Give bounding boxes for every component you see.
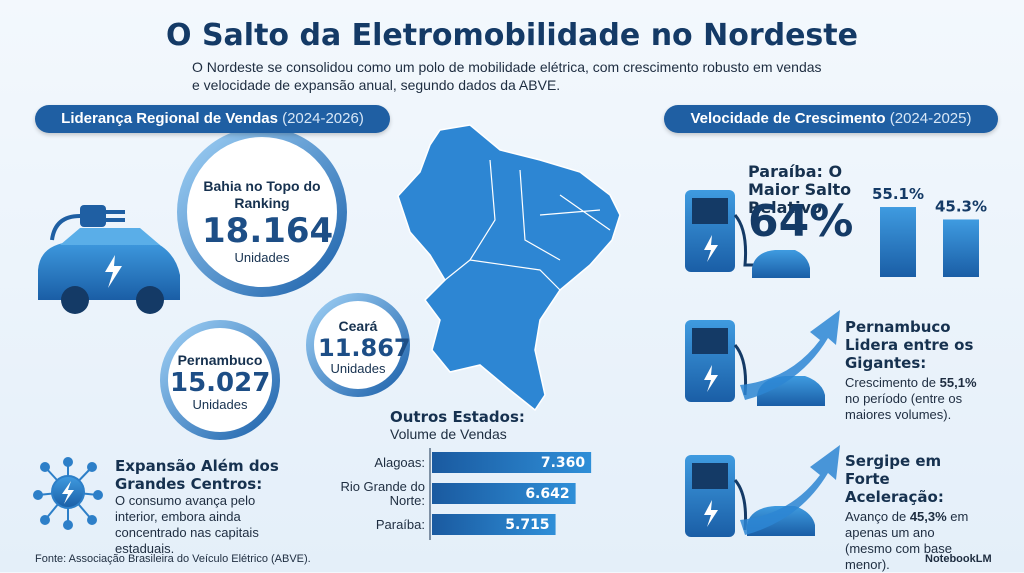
map-borders bbox=[444, 159, 611, 291]
text-part: em apenas um ano (mesmo com base menor). bbox=[845, 509, 969, 572]
state-card: Ceará 11.867 Unidades bbox=[318, 318, 411, 376]
growth-title: Pernambuco Lidera entre os Gigantes: bbox=[845, 318, 974, 372]
growth-title: Paraíba: O Maior Salto Relativo bbox=[748, 162, 852, 217]
text-part: Avanço de bbox=[845, 509, 910, 524]
text-part: Crescimento de bbox=[845, 375, 940, 390]
bar bbox=[880, 207, 916, 277]
subtitle: O Nordeste se consolidou como um polo de… bbox=[192, 59, 822, 93]
network-icon bbox=[33, 457, 103, 530]
section-title: Velocidade de Crescimento bbox=[690, 110, 886, 127]
state-unit: Unidades bbox=[192, 397, 248, 412]
state-value: 18.164 bbox=[202, 211, 334, 251]
brand: NotebookLM bbox=[925, 553, 992, 565]
state-unit: Unidades bbox=[234, 250, 290, 265]
bar-value: 45.3% bbox=[935, 197, 987, 215]
growth-card: Pernambuco Lidera entre os Gigantes: Cre… bbox=[845, 318, 985, 423]
section-pill: Liderança Regional de Vendas (2024-2026) bbox=[35, 105, 390, 133]
map-nordeste bbox=[397, 124, 621, 412]
bar-value: 55.1% bbox=[872, 185, 924, 203]
bar bbox=[943, 219, 979, 277]
ring bbox=[306, 293, 410, 397]
bar-category: Alagoas: bbox=[374, 454, 425, 470]
bar-value: 6.642 bbox=[525, 486, 569, 502]
section-period: (2024-2026) bbox=[282, 110, 364, 127]
bar-category: Rio Grande do Norte: bbox=[340, 478, 425, 508]
growth-arrows bbox=[740, 310, 840, 535]
state-heading: Ceará bbox=[338, 318, 378, 334]
growth-card: Sergipe em Forte Aceleração: Avanço de 4… bbox=[845, 452, 985, 573]
bar bbox=[432, 452, 592, 473]
bar bbox=[432, 483, 576, 504]
source: Fonte: Associação Brasileira do Veículo … bbox=[35, 553, 311, 565]
state-card: Bahia no Topo do Ranking 18.164 Unidades bbox=[202, 178, 334, 265]
bar-value: 7.360 bbox=[541, 455, 586, 471]
growth-title: Sergipe em Forte Aceleração: bbox=[845, 452, 944, 506]
bars-title: Outros Estados: bbox=[390, 408, 525, 426]
state-heading: Bahia no Topo do Ranking bbox=[203, 178, 321, 211]
text-part: 55,1% bbox=[939, 375, 977, 390]
ring bbox=[160, 320, 280, 440]
state-card: Pernambuco 15.027 Unidades bbox=[170, 352, 270, 412]
expansion-text: O consumo avança pelo interior, embora a… bbox=[115, 493, 259, 556]
car-icon bbox=[38, 205, 180, 314]
growth-text: Crescimento de 55,1% no período (entre o… bbox=[845, 375, 985, 423]
section-pill: Velocidade de Crescimento (2024-2025) bbox=[664, 105, 998, 133]
bar bbox=[432, 514, 556, 535]
bar-value: 5.715 bbox=[505, 517, 549, 533]
text-part: no período (entre os maiores volumes). bbox=[845, 391, 963, 422]
state-unit: Unidades bbox=[330, 361, 386, 376]
text-part: 45,3% bbox=[909, 509, 947, 524]
state-heading: Pernambuco bbox=[177, 352, 263, 368]
section-period: (2024-2025) bbox=[889, 110, 972, 127]
state-value: 11.867 bbox=[318, 334, 411, 362]
growth-value: 64% bbox=[748, 196, 854, 247]
expansion-title: Expansão Além dos Grandes Centros: bbox=[115, 457, 279, 493]
state-value: 15.027 bbox=[170, 368, 271, 398]
expansion: Expansão Além dos Grandes Centros: O con… bbox=[115, 457, 285, 557]
pump-icons bbox=[685, 190, 760, 537]
growth-text: Avanço de 45,3% em apenas um ano (mesmo … bbox=[845, 509, 985, 573]
bars-subtitle: Volume de Vendas bbox=[390, 426, 507, 442]
bar-category: Paraíba: bbox=[375, 516, 425, 532]
title: O Salto da Eletromobilidade no Nordeste bbox=[166, 18, 858, 53]
section-title: Liderança Regional de Vendas bbox=[61, 110, 278, 127]
